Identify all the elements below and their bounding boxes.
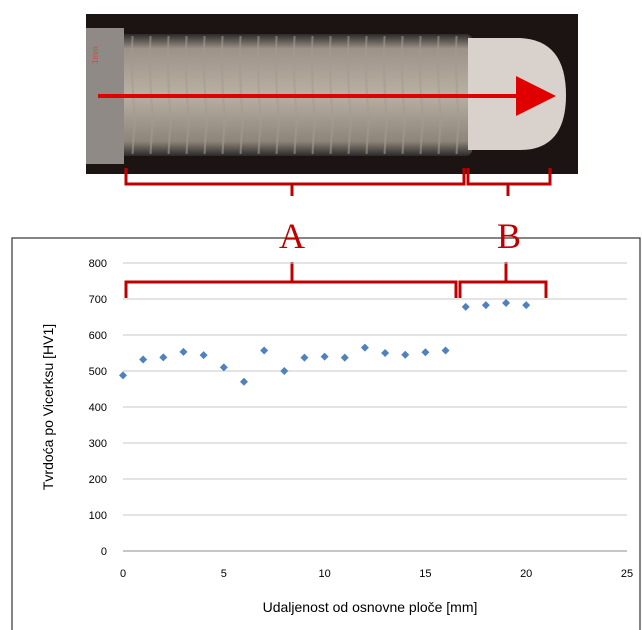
data-point xyxy=(239,377,248,386)
y-tick-label: 400 xyxy=(89,402,107,414)
data-point xyxy=(300,353,309,362)
data-point xyxy=(340,353,349,362)
data-point xyxy=(401,350,410,359)
x-tick-label: 10 xyxy=(318,568,330,580)
chart-brackets xyxy=(124,262,548,298)
data-point xyxy=(159,353,168,362)
data-points xyxy=(119,298,531,386)
x-tick-label: 15 xyxy=(419,568,431,580)
data-point xyxy=(260,346,269,355)
y-tick-label: 200 xyxy=(89,474,107,486)
bracket-chart-b xyxy=(458,262,548,298)
data-point xyxy=(461,302,470,311)
y-axis-title: Tvrdoća po Vicerksu [HV1] xyxy=(40,324,56,490)
scale-mark-label: 1mm xyxy=(91,46,100,64)
data-point xyxy=(139,355,148,364)
x-tick-label: 0 xyxy=(120,568,126,580)
x-tick-label: 20 xyxy=(520,568,532,580)
data-point xyxy=(280,367,289,375)
data-point xyxy=(441,346,450,355)
x-tick-label: 25 xyxy=(621,568,633,580)
y-tick-label: 800 xyxy=(89,258,107,270)
data-point xyxy=(320,352,329,361)
x-tick-labels: 0 5 10 15 20 25 xyxy=(120,568,633,580)
data-point xyxy=(522,301,531,310)
bracket-chart-a xyxy=(124,262,458,298)
y-tick-label: 0 xyxy=(101,546,107,558)
chart-frame xyxy=(11,237,641,630)
y-tick-label: 500 xyxy=(89,366,107,378)
y-gridlines xyxy=(123,262,627,552)
label-region-b: B xyxy=(497,216,521,256)
x-axis-title: Udaljenost od osnovne ploče [mm] xyxy=(263,599,478,615)
data-point xyxy=(502,298,511,307)
data-point xyxy=(179,347,188,356)
macro-photo: 1mm xyxy=(86,14,578,174)
label-region-a: A xyxy=(279,216,305,256)
photo-brackets xyxy=(124,168,552,196)
data-point xyxy=(381,349,390,357)
data-point xyxy=(199,351,208,360)
data-point xyxy=(219,363,228,372)
data-point xyxy=(421,348,430,357)
bracket-top-b xyxy=(466,168,552,196)
x-tick-label: 5 xyxy=(221,568,227,580)
y-tick-label: 100 xyxy=(89,510,107,522)
data-point xyxy=(360,343,369,352)
y-tick-label: 600 xyxy=(89,330,107,342)
data-point xyxy=(119,371,127,380)
data-point xyxy=(481,301,490,310)
y-tick-label: 300 xyxy=(89,438,107,450)
y-tick-label: 700 xyxy=(89,294,107,306)
bracket-top-a xyxy=(124,168,466,196)
y-tick-labels: 0 100 200 300 400 500 600 700 800 xyxy=(89,258,107,558)
